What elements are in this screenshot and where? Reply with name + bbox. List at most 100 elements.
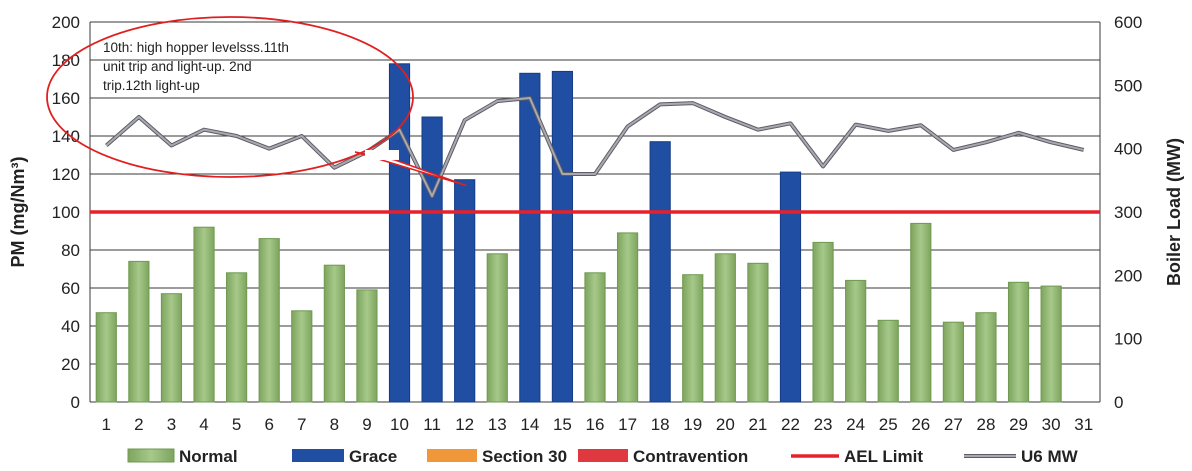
x-tick-label: 17 — [618, 415, 637, 434]
x-tick-label: 8 — [330, 415, 339, 434]
x-tick-label: 30 — [1042, 415, 1061, 434]
legend-swatch — [292, 449, 344, 462]
callout-text-line: unit trip and light-up. 2nd — [103, 59, 252, 74]
pm-bar — [616, 232, 639, 403]
legend-label: Contravention — [633, 447, 748, 466]
legend-swatch — [127, 448, 175, 463]
series-lines — [90, 96, 1100, 214]
pm-bar — [682, 274, 704, 403]
pm-bar — [454, 179, 476, 403]
pm-bar — [193, 226, 215, 403]
right-tick-label: 300 — [1114, 203, 1142, 222]
legend-swatch — [578, 449, 628, 462]
pm-bar — [323, 264, 345, 403]
left-tick-label: 140 — [52, 127, 80, 146]
legend-label: Normal — [179, 447, 238, 466]
pm-bar — [551, 70, 574, 403]
pm-bars — [95, 63, 1062, 403]
x-tick-label: 7 — [297, 415, 306, 434]
left-tick-label: 0 — [71, 393, 80, 412]
x-tick-label: 19 — [683, 415, 702, 434]
pm-bar — [486, 253, 508, 403]
callout-text-line: 10th: high hopper levelsss.11th — [103, 40, 289, 55]
pm-bar — [910, 222, 932, 403]
right-tick-label: 200 — [1114, 266, 1142, 285]
x-tick-label: 12 — [455, 415, 474, 434]
left-axis-title: PM (mg/Nm³) — [8, 157, 28, 268]
pm-bar — [128, 260, 150, 403]
pm-bar — [388, 63, 411, 403]
pm-bar — [1007, 281, 1030, 403]
left-tick-label: 60 — [61, 279, 80, 298]
legend-swatch — [427, 449, 477, 462]
legend-label: Section 30 — [482, 447, 567, 466]
legend-label: Grace — [349, 447, 397, 466]
x-tick-label: 4 — [199, 415, 208, 434]
left-tick-label: 120 — [52, 165, 80, 184]
axis-titles: PM (mg/Nm³) Boiler Load (MW) — [8, 138, 1184, 286]
x-tick-label: 1 — [102, 415, 111, 434]
legend-label: U6 MW — [1021, 447, 1079, 466]
x-tick-label: 5 — [232, 415, 241, 434]
pm-bar — [226, 272, 248, 403]
pm-bar — [812, 241, 834, 403]
x-tick-label: 2 — [134, 415, 143, 434]
pm-bar — [714, 253, 736, 403]
callout-text-line: trip.12th light-up — [103, 78, 200, 93]
right-tick-label: 400 — [1114, 140, 1142, 159]
left-tick-label: 20 — [61, 355, 80, 374]
legend-label: AEL Limit — [844, 447, 923, 466]
x-tick-label: 3 — [167, 415, 176, 434]
pm-bar — [942, 321, 964, 403]
x-tick-label: 24 — [846, 415, 865, 434]
x-tick-label: 18 — [651, 415, 670, 434]
left-tick-label: 200 — [52, 13, 80, 32]
legend: Normal Grace Section 30 Contravention AEL Li… — [127, 447, 1079, 466]
x-tick-label: 6 — [264, 415, 273, 434]
x-tick-label: 15 — [553, 415, 572, 434]
x-tick-label: 16 — [586, 415, 605, 434]
x-tick-label: 22 — [781, 415, 800, 434]
x-tick-label: 11 — [423, 415, 441, 434]
pm-bar — [258, 238, 280, 403]
pm-bar — [1040, 285, 1062, 403]
right-tick-label: 0 — [1114, 393, 1123, 412]
right-tick-label: 600 — [1114, 13, 1142, 32]
left-tick-label: 40 — [61, 317, 80, 336]
x-tick-label: 13 — [488, 415, 507, 434]
pm-bar — [519, 72, 541, 403]
pm-bar — [160, 293, 183, 403]
pm-bar — [584, 272, 606, 403]
right-tick-label: 500 — [1114, 76, 1142, 95]
x-tick-label: 20 — [716, 415, 735, 434]
pm-bar — [779, 171, 802, 403]
x-tick-label: 9 — [362, 415, 371, 434]
x-tick-label: 10 — [390, 415, 409, 434]
x-tick-label: 23 — [814, 415, 833, 434]
pm-bar — [356, 289, 378, 403]
u6-mw-line — [105, 97, 1084, 198]
pm-bar — [747, 262, 769, 403]
x-tick-label: 28 — [977, 415, 996, 434]
x-axis-ticks: 1 2 3 4 5 6 7 8 9 10 11 12 13 14 15 16 17 18 19 20 21 22 23 24 2… — [102, 415, 1094, 434]
x-tick-label: 27 — [944, 415, 963, 434]
left-tick-label: 80 — [61, 241, 80, 260]
pm-bar — [877, 319, 899, 403]
callout-ellipse — [46, 16, 414, 178]
right-axis-title: Boiler Load (MW) — [1164, 138, 1184, 286]
pm-bar — [95, 312, 117, 403]
pm-bar — [291, 310, 313, 403]
right-tick-label: 100 — [1114, 330, 1142, 349]
x-tick-label: 25 — [879, 415, 898, 434]
pm-bar — [975, 312, 997, 403]
callout-mask — [365, 150, 399, 160]
right-axis-ticks: 0 100 200 300 400 500 600 — [1114, 13, 1142, 412]
left-tick-label: 100 — [52, 203, 80, 222]
pm-bar — [421, 116, 443, 403]
x-tick-label: 29 — [1009, 415, 1028, 434]
x-tick-label: 21 — [748, 415, 767, 434]
pm-bar — [845, 279, 867, 403]
u6-mw-line-outline — [104, 96, 1085, 199]
